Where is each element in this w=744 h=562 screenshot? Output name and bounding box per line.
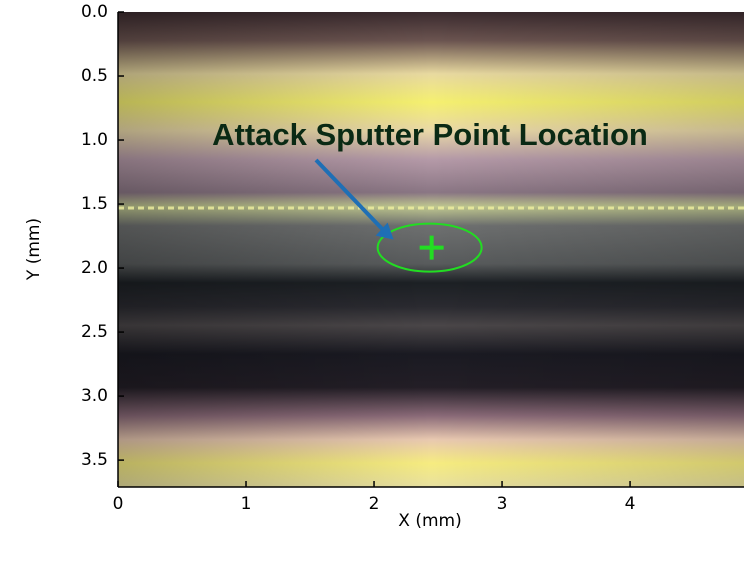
y-tick-label: 1.0 [81, 130, 108, 150]
y-axis-title: Y (mm) [24, 218, 44, 281]
chart: X (mm) Y (mm) Attack Sputter Point Locat… [0, 0, 744, 562]
y-tick-label: 0.5 [81, 66, 108, 86]
x-tick-label: 3 [497, 494, 508, 514]
y-tick-label: 1.5 [81, 194, 108, 214]
x-tick-label: 1 [241, 494, 252, 514]
x-tick-label: 2 [369, 494, 380, 514]
x-tick-label: 0 [113, 494, 124, 514]
y-tick-label: 3.0 [81, 386, 108, 406]
x-tick-label: 4 [625, 494, 636, 514]
annotation: Attack Sputter Point Location [212, 117, 648, 152]
y-tick-label: 2.0 [81, 258, 108, 278]
y-tick-label: 0.0 [81, 2, 108, 22]
y-tick-label: 3.5 [81, 450, 108, 470]
y-tick-label: 2.5 [81, 322, 108, 342]
x-axis-title: X (mm) [398, 511, 461, 531]
